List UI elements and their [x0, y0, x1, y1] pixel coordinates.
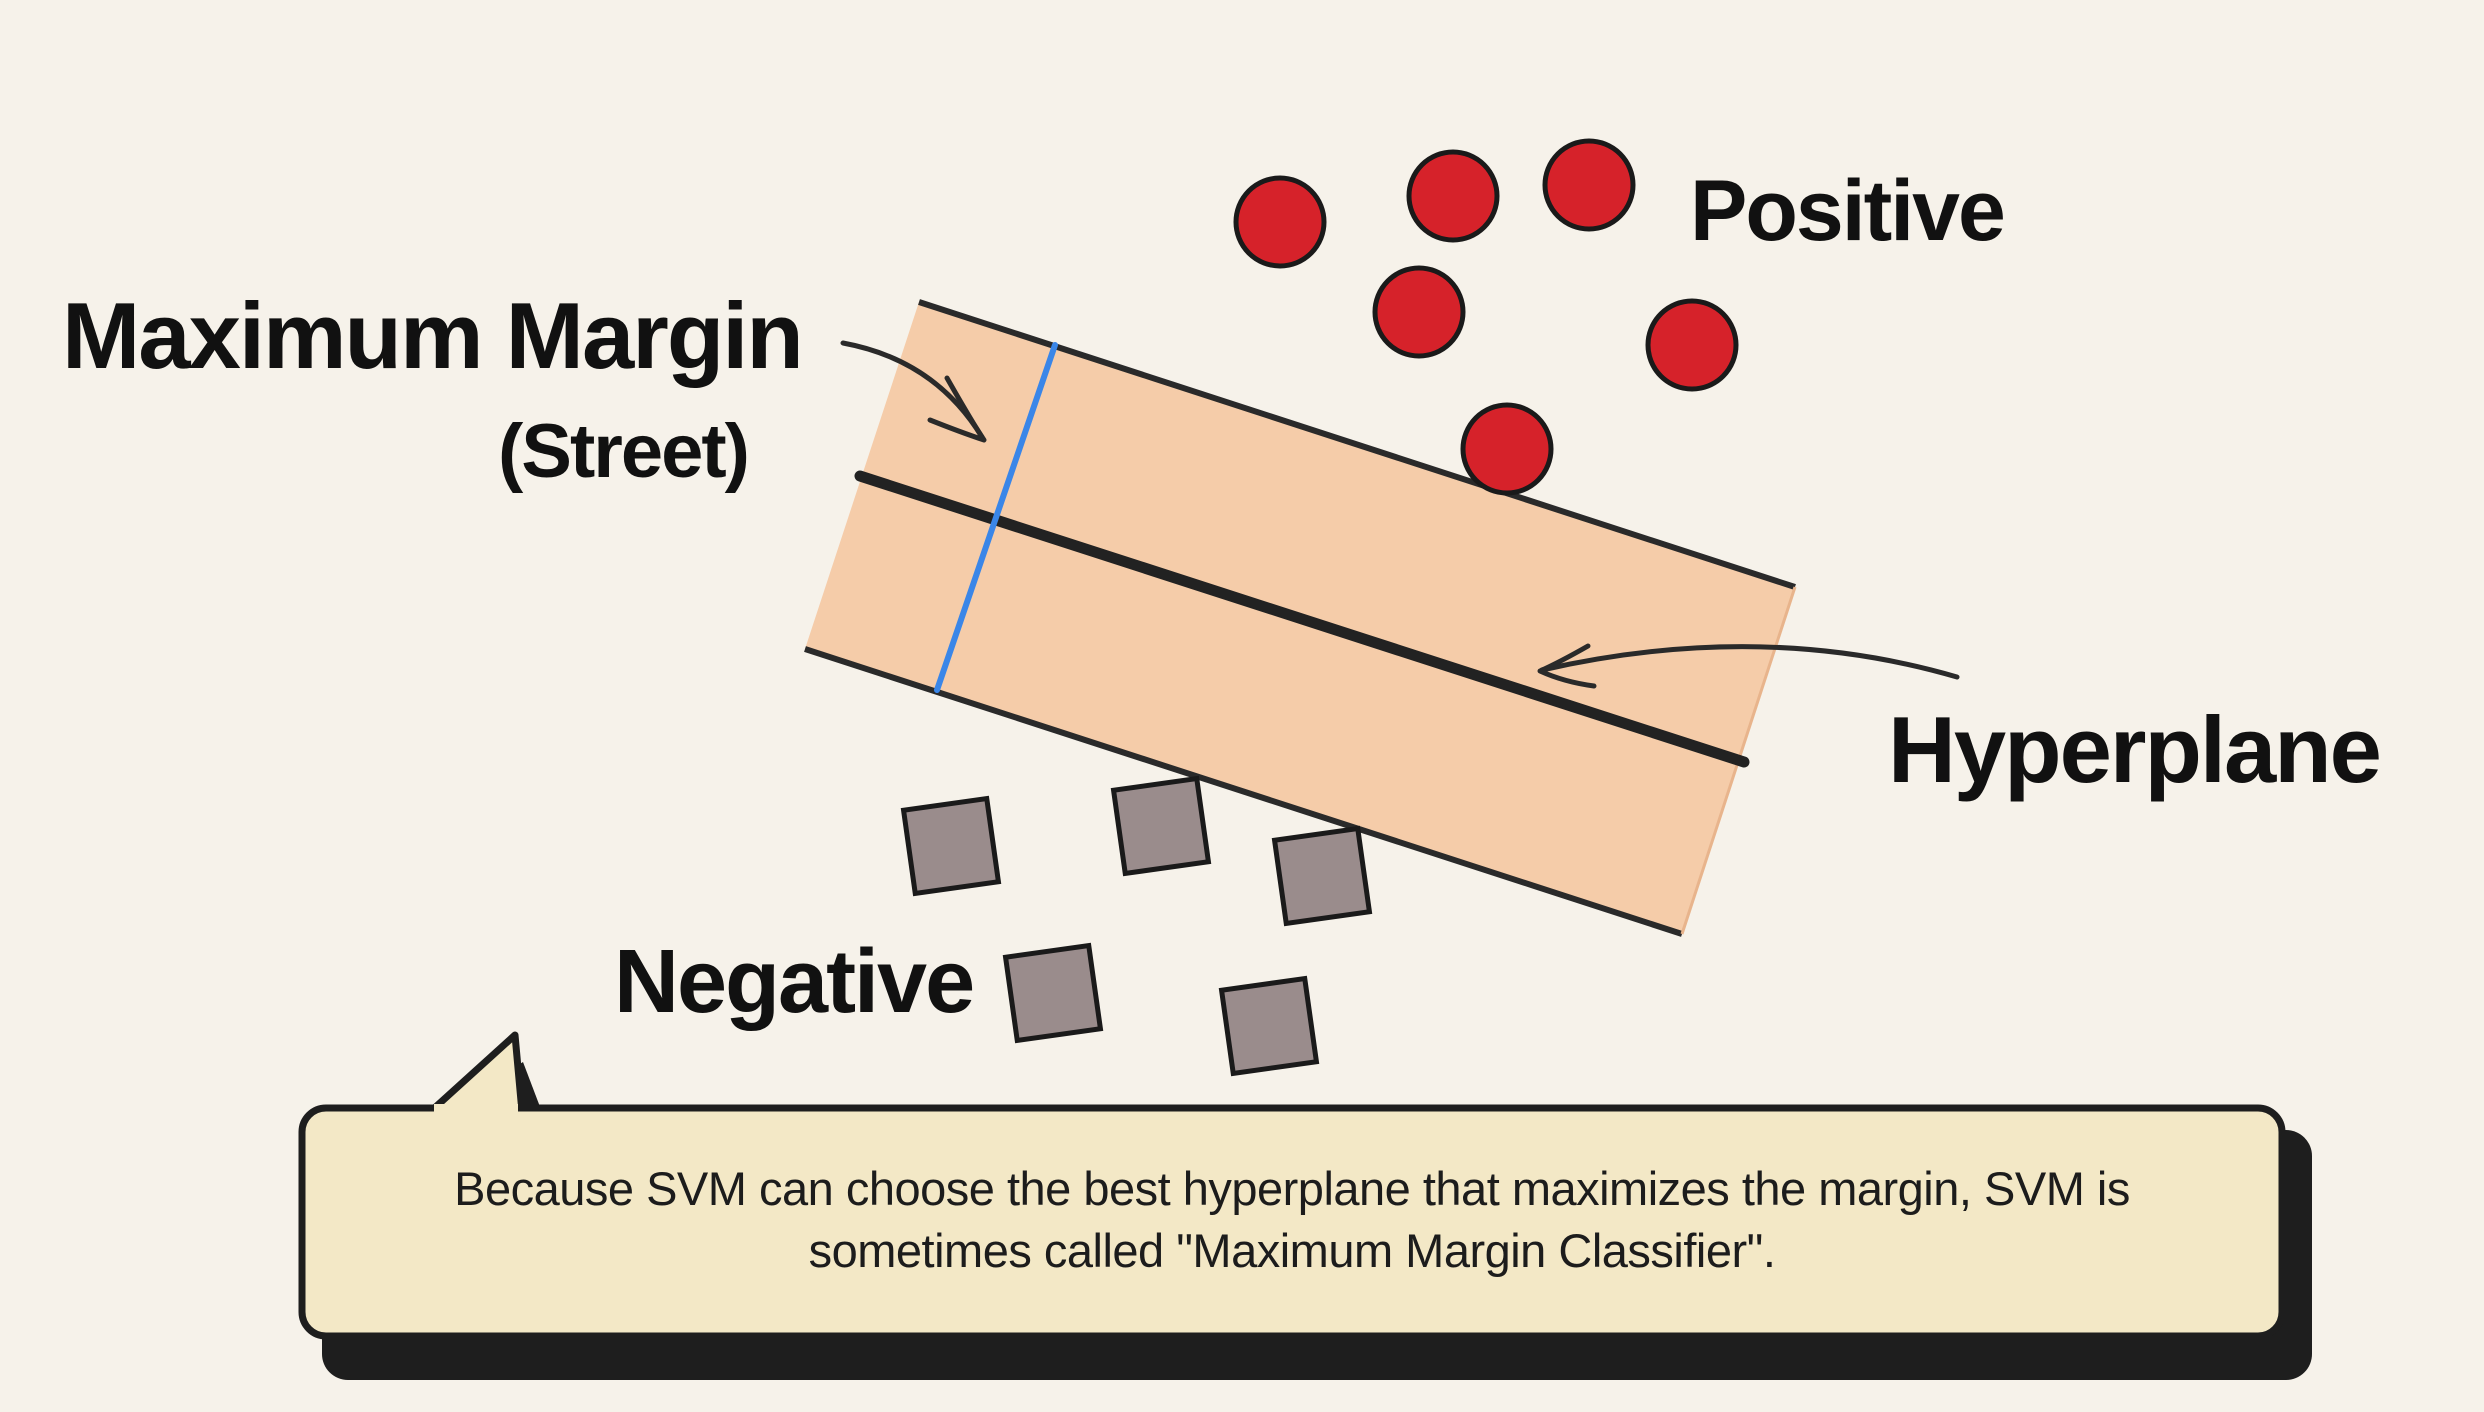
hyperplane-arrow-head — [1537, 643, 1597, 689]
hyperplane-arrow — [1537, 643, 1960, 689]
negative-points — [900, 775, 1373, 1077]
positive-point — [1542, 138, 1636, 232]
positive-label: Positive — [1690, 163, 2004, 259]
street-label: (Street) — [498, 409, 748, 494]
positive-point — [1460, 402, 1554, 496]
street-top-edge — [918, 299, 1796, 590]
negative-point — [900, 795, 1002, 897]
positive-point — [1645, 298, 1739, 392]
positive-point — [1372, 265, 1466, 359]
margin-arrow — [840, 340, 987, 443]
maximum-margin-label: Maximum Margin — [62, 283, 802, 388]
positive-point — [1406, 149, 1500, 243]
caption-text: Because SVM can choose the best hyperpla… — [454, 1162, 2130, 1277]
caption-tail-join — [434, 1104, 518, 1118]
negative-point — [1002, 942, 1104, 1044]
positive-point — [1233, 175, 1327, 269]
caption-box: Because SVM can choose the best hyperpla… — [300, 1106, 2284, 1334]
margin-width-line — [934, 342, 1058, 693]
negative-point — [1110, 775, 1212, 877]
hyperplane-label: Hyperplane — [1888, 697, 2380, 802]
hyperplane-line — [854, 470, 1750, 768]
negative-point — [1271, 825, 1373, 927]
negative-label: Negative — [614, 932, 973, 1032]
caption-bubble — [298, 1031, 2312, 1380]
positive-points — [1233, 138, 1739, 496]
caption-panel — [298, 1104, 2286, 1340]
margin-arrow-head — [927, 375, 987, 443]
caption-tail — [426, 1031, 526, 1116]
street-bottom-edge — [804, 646, 1683, 937]
negative-point — [1218, 975, 1320, 1077]
